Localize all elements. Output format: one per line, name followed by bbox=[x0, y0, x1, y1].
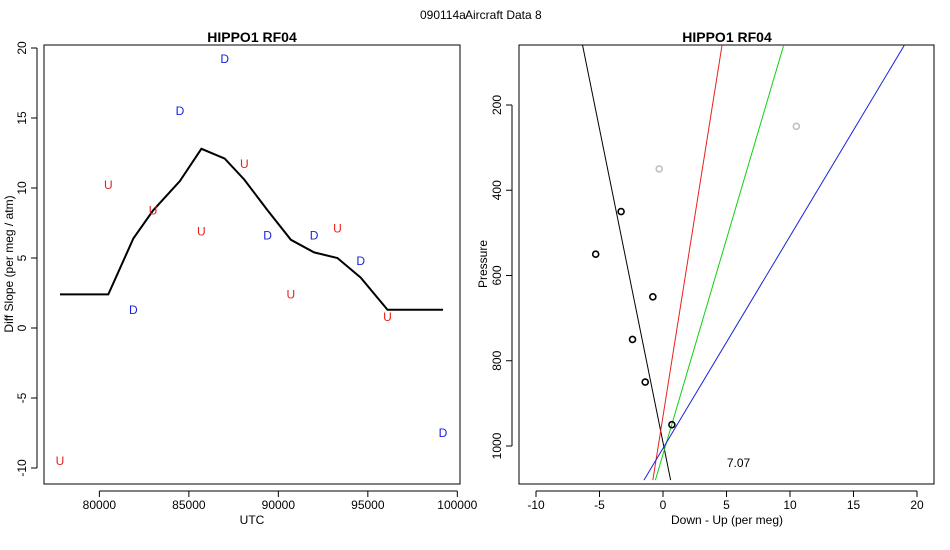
right-x-tick-label: 15 bbox=[847, 498, 861, 512]
pressure-point bbox=[668, 420, 676, 429]
right-y-axis: 200 400 600 800 1000 bbox=[490, 95, 513, 459]
right-y-tick-label: 1000 bbox=[490, 432, 504, 459]
left-y-axis: -10 -5 0 5 10 15 20 bbox=[15, 41, 38, 477]
down-point-label: D bbox=[439, 426, 448, 440]
pressure-point bbox=[649, 293, 657, 301]
fit-line-green bbox=[654, 45, 785, 481]
pressure-point bbox=[628, 335, 637, 344]
left-y-tick-label: 10 bbox=[15, 181, 29, 195]
left-x-tick-label: 95000 bbox=[351, 498, 385, 512]
left-series-line bbox=[60, 147, 443, 311]
left-chart-title: HIPPO1 RF04 bbox=[207, 29, 297, 45]
left-x-axis: 80000 85000 90000 95000 100000 bbox=[83, 490, 478, 512]
right-annotation: 7.07 bbox=[727, 456, 751, 470]
right-fit-lines bbox=[582, 45, 906, 481]
down-point-label: D bbox=[356, 254, 365, 268]
right-x-tick-label: 0 bbox=[660, 498, 667, 512]
left-x-tick-label: 100000 bbox=[437, 498, 477, 512]
left-y-tick-label: -5 bbox=[15, 392, 29, 403]
up-point-label: U bbox=[287, 287, 296, 301]
supertitle-text: Aircraft Data 8 bbox=[465, 8, 542, 22]
left-x-tick-label: 80000 bbox=[83, 498, 117, 512]
left-chart-panel: HIPPO1 RF04 80000 85000 90000 95000 100000 -… bbox=[2, 29, 478, 527]
left-plot-box bbox=[43, 44, 461, 485]
right-y-tick-label: 200 bbox=[490, 95, 504, 115]
down-point-label: D bbox=[220, 52, 229, 66]
down-point-label: D bbox=[129, 303, 138, 317]
right-x-tick-label: 5 bbox=[723, 498, 730, 512]
left-y-tick-label: 5 bbox=[15, 254, 29, 261]
left-x-tick-label: 85000 bbox=[172, 498, 206, 512]
left-y-tick-label: 0 bbox=[15, 324, 29, 331]
left-y-tick-label: -10 bbox=[15, 459, 29, 477]
left-x-axis-label: UTC bbox=[240, 513, 265, 527]
fit-line-blue bbox=[643, 45, 906, 481]
right-x-axis-label: Down - Up (per meg) bbox=[671, 513, 783, 527]
up-point-label: U bbox=[383, 310, 392, 324]
right-x-tick-label: 20 bbox=[910, 498, 924, 512]
up-point-label: U bbox=[149, 203, 158, 217]
left-y-tick-label: 15 bbox=[15, 111, 29, 125]
pressure-point bbox=[792, 122, 801, 131]
right-x-axis: -10 -5 0 5 10 15 20 bbox=[527, 490, 924, 512]
right-plot-box bbox=[518, 44, 935, 485]
down-point-label: D bbox=[176, 104, 185, 118]
fit-line-red bbox=[652, 45, 723, 481]
left-series-polyline bbox=[60, 147, 443, 311]
left-y-tick-label: 20 bbox=[15, 41, 29, 55]
pressure-point bbox=[641, 378, 650, 386]
right-points bbox=[591, 122, 801, 429]
pressure-point bbox=[617, 207, 625, 216]
up-point-label: U bbox=[56, 454, 65, 468]
right-y-tick-label: 600 bbox=[490, 265, 504, 285]
up-point-label: U bbox=[197, 224, 206, 238]
fit-line-black bbox=[582, 45, 672, 481]
down-point-label: D bbox=[310, 229, 319, 243]
up-point-label: U bbox=[104, 178, 113, 192]
right-chart-panel: HIPPO1 RF04 -10 -5 0 5 10 15 20 200 400 600 800 10… bbox=[476, 29, 935, 527]
right-x-tick-label: -5 bbox=[594, 498, 605, 512]
right-y-axis-label: Pressure bbox=[476, 240, 490, 288]
right-y-tick-label: 400 bbox=[490, 180, 504, 200]
right-chart-title: HIPPO1 RF04 bbox=[682, 29, 772, 45]
up-point-label: U bbox=[333, 222, 342, 236]
right-y-tick-label: 800 bbox=[490, 350, 504, 370]
supertitle-id: 090114a bbox=[420, 8, 466, 22]
up-point-label: U bbox=[240, 157, 249, 171]
left-x-tick-label: 90000 bbox=[262, 498, 296, 512]
pressure-point bbox=[655, 165, 663, 173]
pressure-point bbox=[591, 250, 600, 258]
down-point-label: D bbox=[263, 229, 272, 243]
right-x-tick-label: -10 bbox=[527, 498, 545, 512]
right-x-tick-label: 10 bbox=[783, 498, 797, 512]
left-y-axis-label: Diff Slope (per meg / atm) bbox=[2, 195, 16, 332]
